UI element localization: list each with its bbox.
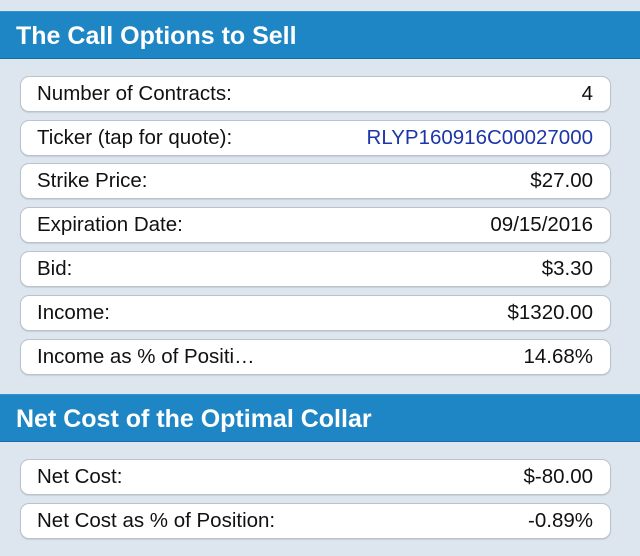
contracts-row: Number of Contracts: 4 bbox=[20, 76, 611, 112]
net-cost-header: Net Cost of the Optimal Collar bbox=[0, 394, 640, 442]
income-percent-row: Income as % of Positi… 14.68% bbox=[20, 339, 611, 375]
net-cost-percent-label: Net Cost as % of Position: bbox=[37, 509, 276, 532]
call-options-header: The Call Options to Sell bbox=[0, 11, 640, 59]
income-label: Income: bbox=[37, 301, 110, 324]
net-cost-row: Net Cost: $-80.00 bbox=[20, 459, 611, 495]
strike-price-row: Strike Price: $27.00 bbox=[20, 163, 611, 199]
net-cost-label: Net Cost: bbox=[37, 465, 123, 488]
bid-label: Bid: bbox=[37, 257, 73, 280]
expiration-date-value: 09/15/2016 bbox=[490, 213, 593, 236]
ticker-label: Ticker (tap for quote): bbox=[37, 126, 233, 149]
expiration-date-row: Expiration Date: 09/15/2016 bbox=[20, 207, 611, 243]
strike-price-label: Strike Price: bbox=[37, 169, 148, 192]
income-percent-label: Income as % of Positi… bbox=[37, 345, 255, 368]
expiration-date-label: Expiration Date: bbox=[37, 213, 183, 236]
income-percent-value: 14.68% bbox=[523, 345, 593, 368]
net-cost-percent-row: Net Cost as % of Position: -0.89% bbox=[20, 503, 611, 539]
strike-price-value: $27.00 bbox=[530, 169, 593, 192]
net-cost-value: $-80.00 bbox=[523, 465, 593, 488]
income-row: Income: $1320.00 bbox=[20, 295, 611, 331]
income-value: $1320.00 bbox=[507, 301, 593, 324]
contracts-label: Number of Contracts: bbox=[37, 82, 232, 105]
net-cost-percent-value: -0.89% bbox=[528, 509, 593, 532]
bid-row: Bid: $3.30 bbox=[20, 251, 611, 287]
contracts-value: 4 bbox=[581, 82, 593, 105]
ticker-row[interactable]: Ticker (tap for quote): RLYP160916C00027… bbox=[20, 120, 611, 156]
ticker-quote-link[interactable]: RLYP160916C00027000 bbox=[366, 126, 593, 149]
bid-value: $3.30 bbox=[541, 257, 593, 280]
